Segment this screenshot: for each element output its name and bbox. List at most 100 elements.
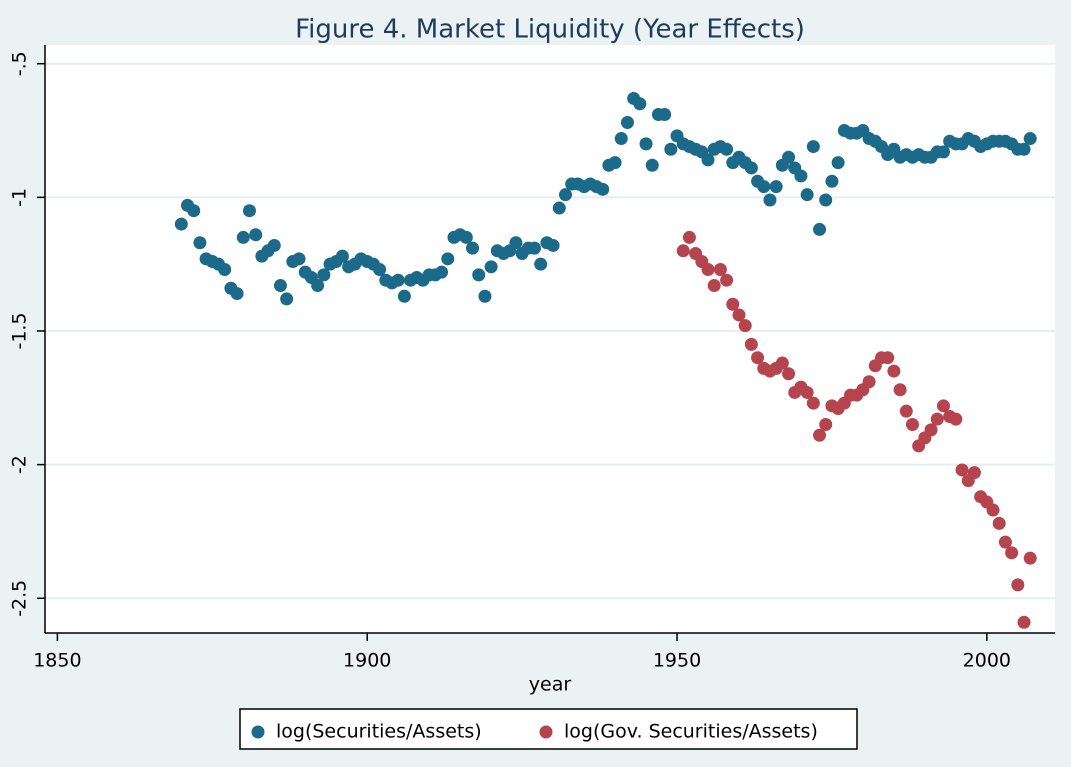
point bbox=[397, 289, 411, 303]
point bbox=[744, 161, 758, 175]
point bbox=[701, 153, 715, 167]
point bbox=[546, 238, 560, 252]
point bbox=[608, 156, 622, 170]
point bbox=[441, 252, 455, 266]
point bbox=[862, 375, 876, 389]
point bbox=[236, 230, 250, 244]
point bbox=[242, 204, 256, 218]
point bbox=[751, 351, 765, 365]
point bbox=[435, 265, 449, 279]
point bbox=[1023, 551, 1037, 565]
point bbox=[893, 383, 907, 397]
point bbox=[782, 367, 796, 381]
point bbox=[335, 249, 349, 263]
point bbox=[1023, 132, 1037, 146]
point bbox=[193, 236, 207, 250]
point bbox=[373, 263, 387, 277]
point bbox=[267, 238, 281, 252]
point bbox=[645, 158, 659, 172]
point bbox=[936, 145, 950, 159]
x-tick-label: 1900 bbox=[343, 650, 391, 672]
y-tick-label: -.5 bbox=[9, 51, 31, 76]
x-tick-label: 1950 bbox=[653, 650, 701, 672]
point bbox=[720, 142, 734, 156]
point bbox=[218, 263, 232, 277]
point bbox=[713, 263, 727, 277]
point bbox=[813, 222, 827, 236]
point bbox=[806, 396, 820, 410]
point bbox=[905, 418, 919, 432]
point bbox=[800, 385, 814, 399]
point bbox=[825, 174, 839, 188]
y-tick-label: -2.5 bbox=[9, 580, 31, 617]
point bbox=[769, 180, 783, 194]
point bbox=[273, 279, 287, 293]
point bbox=[732, 308, 746, 322]
point bbox=[658, 107, 672, 121]
point bbox=[924, 423, 938, 437]
point bbox=[478, 289, 492, 303]
legend-label: log(Securities/Assets) bbox=[276, 721, 482, 743]
point bbox=[558, 188, 572, 202]
point bbox=[676, 244, 690, 258]
point bbox=[466, 241, 480, 255]
point bbox=[707, 279, 721, 293]
point bbox=[744, 337, 758, 351]
point bbox=[794, 169, 808, 183]
point bbox=[682, 230, 696, 244]
point bbox=[230, 287, 244, 301]
point bbox=[1017, 615, 1031, 629]
y-tick-label: -1 bbox=[9, 188, 31, 207]
y-tick-label: -2 bbox=[9, 455, 31, 474]
point bbox=[887, 364, 901, 378]
point bbox=[819, 418, 833, 432]
point bbox=[782, 150, 796, 164]
chart-title: Figure 4. Market Liquidity (Year Effects… bbox=[295, 15, 805, 45]
point bbox=[813, 428, 827, 442]
point bbox=[881, 351, 895, 365]
point bbox=[955, 463, 969, 477]
point bbox=[552, 201, 566, 215]
point bbox=[311, 279, 325, 293]
point bbox=[998, 535, 1012, 549]
point bbox=[738, 319, 752, 333]
point bbox=[664, 142, 678, 156]
point bbox=[763, 193, 777, 207]
point bbox=[726, 297, 740, 311]
point bbox=[633, 97, 647, 111]
point bbox=[1005, 546, 1019, 560]
point bbox=[936, 399, 950, 413]
point bbox=[509, 236, 523, 250]
point bbox=[967, 466, 981, 480]
point bbox=[701, 263, 715, 277]
point bbox=[484, 260, 498, 274]
legend-marker bbox=[539, 725, 553, 739]
point bbox=[280, 292, 294, 306]
point bbox=[528, 241, 542, 255]
point bbox=[620, 116, 634, 130]
x-axis-label: year bbox=[529, 674, 572, 696]
point bbox=[472, 268, 486, 282]
point bbox=[757, 180, 771, 194]
legend-label: log(Gov. Securities/Assets) bbox=[564, 721, 818, 743]
point bbox=[899, 404, 913, 418]
point bbox=[614, 132, 628, 146]
point bbox=[391, 273, 405, 287]
point bbox=[174, 217, 188, 231]
point bbox=[292, 252, 306, 266]
point bbox=[806, 140, 820, 154]
point bbox=[1017, 142, 1031, 156]
point bbox=[317, 268, 331, 282]
point bbox=[775, 356, 789, 370]
point bbox=[930, 412, 944, 426]
point bbox=[639, 137, 653, 151]
plot-area bbox=[45, 45, 1055, 633]
point bbox=[596, 182, 610, 196]
point bbox=[459, 230, 473, 244]
point bbox=[1011, 578, 1025, 592]
point bbox=[534, 257, 548, 271]
point bbox=[819, 193, 833, 207]
point bbox=[831, 156, 845, 170]
x-tick-label: 1850 bbox=[33, 650, 81, 672]
